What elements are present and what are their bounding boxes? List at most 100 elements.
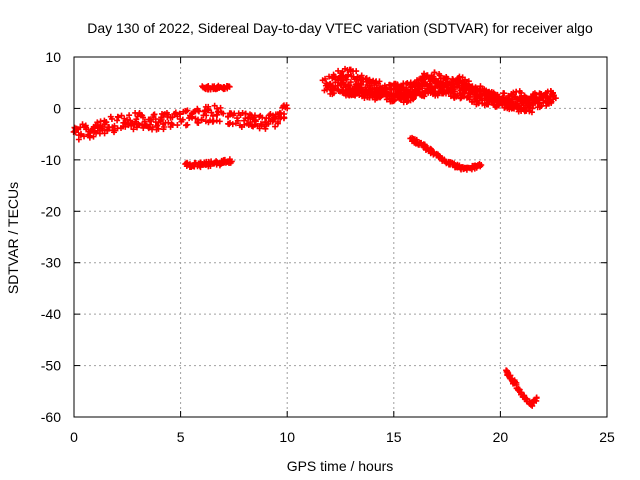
data-point: [415, 86, 422, 93]
data-point: [383, 85, 390, 92]
data-point: [421, 93, 428, 100]
data-point: [77, 132, 84, 139]
data-point: [224, 113, 231, 120]
data-point: [77, 124, 84, 131]
data-point: [465, 78, 472, 85]
data-point: [151, 111, 158, 118]
data-point: [358, 72, 365, 79]
data-point: [548, 98, 555, 105]
data-point: [478, 162, 485, 168]
data-point: [124, 116, 131, 123]
data-point: [390, 98, 397, 105]
data-point: [98, 125, 105, 132]
data-point: [115, 114, 122, 121]
data-point: [203, 112, 210, 119]
series-seg-b: [182, 156, 235, 171]
series-arc-2: [503, 367, 540, 409]
y-tick-label: -50: [41, 358, 61, 374]
data-point: [256, 125, 263, 132]
y-tick-label: -60: [41, 409, 61, 425]
data-point: [174, 122, 181, 129]
data-point: [102, 119, 109, 126]
y-tick-label: -20: [41, 203, 61, 219]
data-point: [272, 123, 279, 130]
x-axis-label: GPS time / hours: [287, 458, 394, 474]
data-point: [281, 111, 288, 118]
data-point: [526, 102, 533, 109]
x-tick-label: 25: [599, 429, 615, 445]
data-point: [430, 73, 437, 80]
data-point: [130, 126, 137, 133]
data-point: [274, 118, 281, 125]
data-point: [214, 108, 221, 115]
data-point: [479, 97, 486, 104]
data-point: [208, 109, 215, 116]
data-point: [195, 108, 202, 115]
data-point: [188, 113, 195, 120]
data-point: [347, 79, 354, 86]
data-point: [155, 125, 162, 132]
data-point: [118, 112, 125, 119]
x-tick-label: 15: [386, 429, 402, 445]
data-point: [229, 121, 236, 128]
data-point: [205, 103, 212, 110]
data-point: [140, 124, 147, 131]
data-point: [384, 90, 391, 97]
data-point: [228, 158, 235, 165]
x-tick-label: 10: [279, 429, 295, 445]
data-layer: [70, 65, 559, 409]
series-band-early: [70, 102, 227, 143]
x-tick-label: 5: [177, 429, 185, 445]
data-point: [400, 84, 407, 91]
ticks: 0 5 10 15 20 25 10 0 -10 -20 -30 -40 -50 -60: [41, 49, 615, 445]
data-point: [165, 119, 172, 126]
data-point: [418, 83, 425, 90]
grid: [74, 57, 607, 417]
data-point: [184, 107, 191, 114]
x-tick-label: 20: [493, 429, 509, 445]
data-point: [234, 117, 241, 124]
data-point: [336, 74, 343, 81]
data-point: [343, 76, 350, 83]
series-band-late-3: [337, 73, 536, 116]
data-point: [252, 118, 259, 125]
y-tick-label: 0: [53, 100, 61, 116]
data-point: [149, 124, 156, 131]
data-point: [169, 114, 176, 121]
data-point: [322, 75, 329, 82]
data-point: [403, 90, 410, 97]
data-point: [108, 115, 115, 122]
data-point: [391, 97, 398, 104]
data-point: [330, 90, 337, 97]
data-point: [451, 88, 458, 95]
data-point: [477, 91, 484, 98]
data-point: [81, 133, 88, 140]
data-point: [445, 86, 452, 93]
series-seg-a: [199, 82, 233, 93]
data-point: [552, 95, 559, 102]
y-tick-label: -30: [41, 255, 61, 271]
data-point: [177, 111, 184, 118]
series-band-mid: [224, 102, 291, 132]
data-point: [271, 115, 278, 122]
data-point: [172, 109, 179, 116]
data-point: [431, 69, 438, 76]
data-point: [353, 68, 360, 75]
data-point: [324, 86, 331, 93]
data-point: [529, 105, 536, 112]
data-point: [504, 96, 511, 103]
y-tick-label: -40: [41, 306, 61, 322]
data-point: [148, 118, 155, 125]
data-point: [226, 83, 233, 90]
data-point: [533, 394, 540, 401]
data-point: [160, 123, 167, 130]
data-point: [195, 119, 202, 126]
y-axis-label: SDTVAR / TECUs: [5, 182, 21, 294]
data-point: [462, 76, 469, 83]
data-point: [217, 104, 224, 111]
data-point: [251, 121, 258, 128]
data-point: [145, 125, 152, 132]
data-point: [158, 116, 165, 123]
